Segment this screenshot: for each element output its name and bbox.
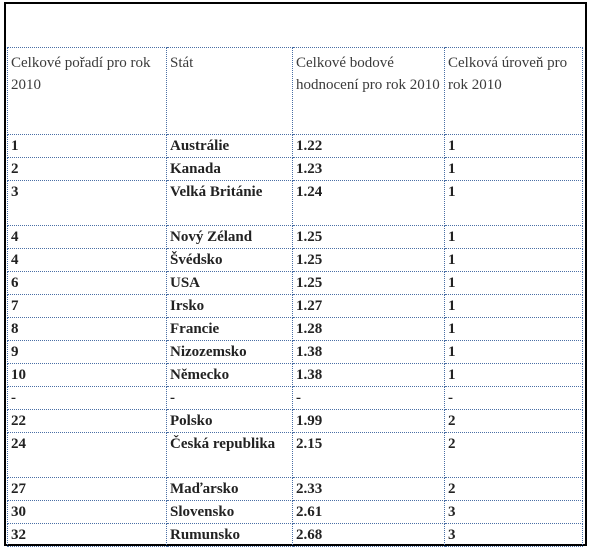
cell-rank: 32 [7, 523, 167, 547]
cell-country: Irsko [166, 294, 293, 318]
cell-score: 1.25 [292, 225, 445, 249]
cell-country: Německo [166, 363, 293, 387]
table-row: 27 Maďarsko 2.33 2 [7, 477, 583, 501]
cell-level: 3 [444, 523, 583, 547]
cell-rank: 7 [7, 294, 167, 318]
ranking-table: Celkové pořadí pro rok 2010 Stát Celkové… [7, 47, 583, 547]
cell-level: 2 [444, 409, 583, 433]
cell-score: 1.38 [292, 363, 445, 387]
cell-score: 1.38 [292, 340, 445, 364]
table-row: 10 Německo 1.38 1 [7, 363, 583, 387]
cell-country: Česká republika [166, 432, 293, 478]
cell-score: 1.23 [292, 157, 445, 181]
cell-country: Polsko [166, 409, 293, 433]
cell-rank: 24 [7, 432, 167, 478]
cell-score: 2.33 [292, 477, 445, 501]
cell-rank: 22 [7, 409, 167, 433]
cell-level: 1 [444, 271, 583, 295]
table-row: - - - - [7, 386, 583, 410]
cell-level: 1 [444, 180, 583, 226]
cell-country: Maďarsko [166, 477, 293, 501]
cell-country: Velká Británie [166, 180, 293, 226]
cell-level: 1 [444, 363, 583, 387]
cell-score: 1.24 [292, 180, 445, 226]
cell-score: 1.27 [292, 294, 445, 318]
cell-score: 1.25 [292, 271, 445, 295]
cell-country: Rumunsko [166, 523, 293, 547]
table-row: 24 Česká republika 2.15 2 [7, 432, 583, 478]
table-row: 22 Polsko 1.99 2 [7, 409, 583, 433]
cell-country: Austrálie [166, 134, 293, 158]
cell-level: 2 [444, 477, 583, 501]
cell-level: 1 [444, 225, 583, 249]
cell-rank: 6 [7, 271, 167, 295]
cell-rank: 1 [7, 134, 167, 158]
cell-country: USA [166, 271, 293, 295]
cell-country: Kanada [166, 157, 293, 181]
cell-rank: 4 [7, 248, 167, 272]
cell-score: 1.22 [292, 134, 445, 158]
cell-rank: 30 [7, 500, 167, 524]
cell-level: 1 [444, 340, 583, 364]
cell-rank: 4 [7, 225, 167, 249]
cell-rank: 27 [7, 477, 167, 501]
cell-score: 2.61 [292, 500, 445, 524]
table-header-row: Celkové pořadí pro rok 2010 Stát Celkové… [7, 47, 583, 135]
cell-level: 2 [444, 432, 583, 478]
cell-level: 1 [444, 294, 583, 318]
cell-level: 1 [444, 134, 583, 158]
cell-rank: 9 [7, 340, 167, 364]
table-row: 30 Slovensko 2.61 3 [7, 500, 583, 524]
cell-country: - [166, 386, 293, 410]
cell-country: Nizozemsko [166, 340, 293, 364]
table-row: 2 Kanada 1.23 1 [7, 157, 583, 181]
cell-rank: 8 [7, 317, 167, 341]
cell-rank: 3 [7, 180, 167, 226]
cell-score: 1.99 [292, 409, 445, 433]
cell-level: 1 [444, 317, 583, 341]
cell-country: Nový Zéland [166, 225, 293, 249]
table-row: 7 Irsko 1.27 1 [7, 294, 583, 318]
cell-rank: - [7, 386, 167, 410]
cell-level: 1 [444, 157, 583, 181]
cell-score: 2.68 [292, 523, 445, 547]
cell-level: 3 [444, 500, 583, 524]
cell-rank: 10 [7, 363, 167, 387]
table-row: 1 Austrálie 1.22 1 [7, 134, 583, 158]
cell-score: 2.15 [292, 432, 445, 478]
cell-level: 1 [444, 248, 583, 272]
cell-level: - [444, 386, 583, 410]
cell-country: Švédsko [166, 248, 293, 272]
table-row: 4 Švédsko 1.25 1 [7, 248, 583, 272]
table-row: 3 Velká Británie 1.24 1 [7, 180, 583, 226]
cell-score: 1.28 [292, 317, 445, 341]
cell-country: Francie [166, 317, 293, 341]
cell-rank: 2 [7, 157, 167, 181]
table-row: 4 Nový Zéland 1.25 1 [7, 225, 583, 249]
table-row: 32 Rumunsko 2.68 3 [7, 523, 583, 547]
header-score: Celkové bodové hodnocení pro rok 2010 [292, 47, 445, 135]
table-row: 6 USA 1.25 1 [7, 271, 583, 295]
header-level: Celková úroveň pro rok 2010 [444, 47, 583, 135]
table-row: 9 Nizozemsko 1.38 1 [7, 340, 583, 364]
header-country: Stát [166, 47, 293, 135]
cell-score: 1.25 [292, 248, 445, 272]
table-row: 8 Francie 1.28 1 [7, 317, 583, 341]
header-rank: Celkové pořadí pro rok 2010 [7, 47, 167, 135]
cell-country: Slovensko [166, 500, 293, 524]
cell-score: - [292, 386, 445, 410]
